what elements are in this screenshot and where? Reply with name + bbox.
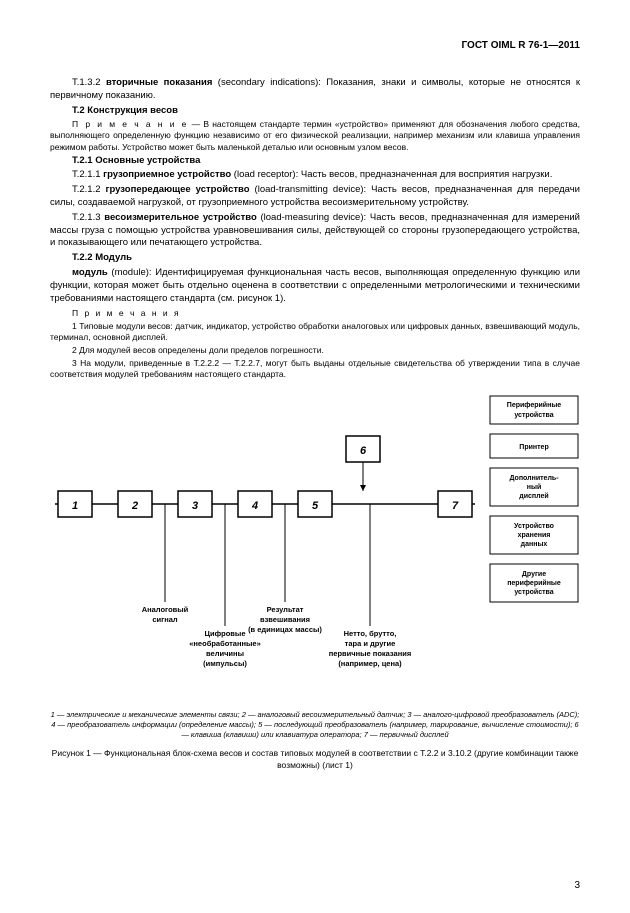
page-number: 3 [574,880,580,891]
t212-num: Т.2.1.2 [72,184,106,195]
svg-text:5: 5 [312,500,319,512]
document-page: ГОСТ OIML R 76-1—2011 Т.1.3.2 вторичные … [0,0,630,913]
body-text: Т.1.3.2 вторичные показания (secondary i… [50,77,580,380]
figure-svg: Периферийные устройства Принтер Дополнит… [50,394,580,704]
lab4-4: (например, цена) [338,659,402,668]
figure-legend: 1 — электрические и механические элемент… [50,710,580,740]
svg-text:7: 7 [452,500,459,512]
heading-t22: Т.2.2 Модуль [50,252,580,265]
side-header-t2: устройства [514,411,553,419]
lab1-2: сигнал [152,615,178,624]
note-t2-label: П р и м е ч а н и е [72,119,188,129]
figure-caption: Рисунок 1 — Функциональная блок-схема ве… [50,748,580,771]
t213-term: весоизмерительное устройство [104,212,257,223]
side-header-t1: Периферийные [507,401,562,409]
note-2: 2 Для модулей весов определены доли пред… [50,345,580,356]
side-header-box [490,396,578,424]
box-6-text: 6 [360,445,367,457]
module-def: (module): Идентифицируемая функциональна… [50,267,580,304]
notes-header: П р и м е ч а н и я [50,308,580,319]
para-t211: Т.2.1.1 грузоприемное устройство (load r… [50,169,580,182]
para-t132: Т.1.3.2 вторичные показания (secondary i… [50,77,580,103]
module-term: модуль [72,267,108,278]
side-box-4-t3: устройства [514,588,553,596]
lab4-2: тара и другие [345,639,396,648]
document-code: ГОСТ OIML R 76-1—2011 [50,40,580,51]
para-t213: Т.2.1.3 весоизмерительное устройство (lo… [50,212,580,250]
svg-text:2: 2 [131,500,138,512]
heading-t21: Т.2.1 Основные устройства [50,155,580,168]
t211-term: грузоприемное устройство [103,169,231,180]
lab3-1: Результат [267,605,304,614]
lab2-3: величины [206,649,244,658]
note-3: 3 На модули, приведенные в Т.2.2.2 — Т.2… [50,358,580,380]
lab3-2: взвешивания [260,615,310,624]
lab3-3: (в единицах массы) [248,625,322,634]
lab2-2: «необработанные» [189,639,261,648]
t132-term: вторичные показания [106,77,212,88]
side-box-3-t1: Устройство [514,522,554,530]
side-box-3-t2: хранения [518,532,551,539]
heading-t2: Т.2 Конструкция весов [50,105,580,118]
side-box-3-t3: данных [521,541,548,548]
side-box-1-text: Принтер [519,444,548,451]
lab2-1: Цифровые [204,629,245,638]
t213-num: Т.2.1.3 [72,212,104,223]
side-box-4-t1: Другие [522,571,546,578]
t211-num: Т.2.1.1 [72,169,103,180]
lab1-1: Аналоговый [142,605,189,614]
side-box-4-t2: периферийные [507,579,561,587]
svg-text:3: 3 [192,500,198,512]
t212-term: грузопередающее устройство [106,184,250,195]
figure-1: Периферийные устройства Принтер Дополнит… [50,394,580,704]
t132-num: Т.1.3.2 [72,77,106,88]
note-t2-p: П р и м е ч а н и е — В настоящем станда… [50,119,580,152]
side-box-2-t2: ный [527,483,542,491]
para-t212: Т.2.1.2 грузопередающее устройство (load… [50,184,580,210]
lab4-1: Нетто, брутто, [344,629,397,638]
t211-def: (load receptor): Часть весов, предназнач… [231,169,552,180]
svg-text:4: 4 [251,500,258,512]
notes-block: П р и м е ч а н и я 1 Типовые модули вес… [50,308,580,380]
lab4-3: первичные показания [329,649,412,658]
side-box-2-t1: Дополнитель- [509,475,559,482]
svg-text:1: 1 [72,500,78,512]
side-box-2-t3: дисплей [519,492,548,500]
note-1: 1 Типовые модули весов: датчик, индикато… [50,321,580,343]
para-module: модуль (module): Идентифицируемая функци… [50,267,580,305]
lab2-4: (импульсы) [203,659,247,668]
note-t2: П р и м е ч а н и е — В настоящем станда… [50,119,580,152]
